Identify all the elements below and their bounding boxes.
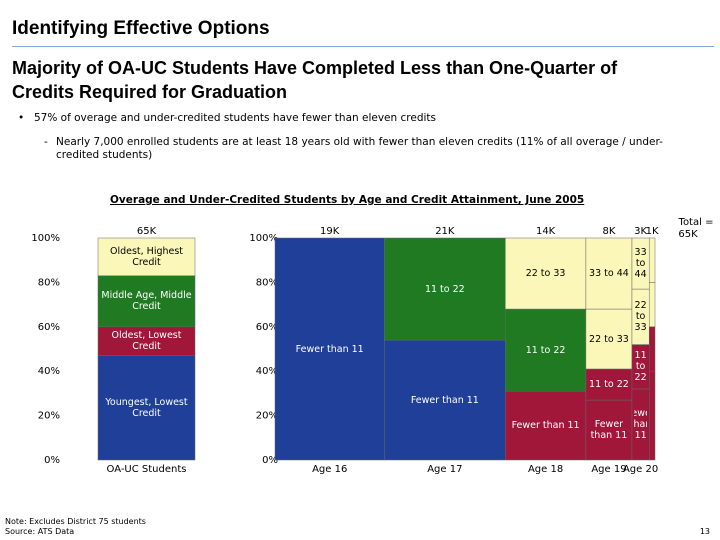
segment — [585, 399, 633, 461]
segment — [384, 237, 506, 341]
segment-label: Fewer than 11 — [295, 343, 364, 355]
segment-label: 11 to 22 — [525, 344, 566, 356]
segment-label: Fewer than 11 — [511, 420, 580, 432]
segment — [648, 237, 656, 283]
column-total-label: 19K — [320, 226, 340, 237]
segment — [505, 390, 587, 461]
y-tick-label: 40% — [256, 366, 278, 377]
segment-label: 11 to 22 — [634, 350, 647, 384]
page-number: 13 — [699, 527, 710, 536]
segment-label: Fewer than 11 — [590, 419, 628, 442]
segment-label: Fewer than 11 — [410, 394, 479, 406]
bullet-marker: • — [18, 112, 25, 124]
x-tick-label: Age 17 — [427, 464, 462, 475]
y-tick-label: 100% — [249, 233, 278, 244]
x-tick-label: Age 18 — [528, 464, 563, 475]
segment-label: 22 to 33 — [589, 333, 629, 345]
segment — [505, 308, 587, 392]
x-tick-label: OA-UC Students — [107, 464, 187, 475]
y-tick-label: 20% — [38, 411, 60, 422]
column-total-label: 3K — [634, 226, 647, 237]
total-prefix: Total = — [678, 217, 714, 228]
x-tick-label: Age 19 — [591, 464, 626, 475]
sub-bullet-marker: - — [44, 136, 48, 148]
segment-label: Middle Age, Middle Credit — [101, 290, 192, 313]
sub-bullet: Nearly 7,000 enrolled students are at le… — [56, 136, 663, 161]
y-tick-label: 60% — [256, 322, 278, 333]
segment-label: Oldest, Highest Credit — [109, 245, 184, 268]
y-tick-label: 80% — [38, 277, 60, 288]
title-rule — [12, 46, 714, 47]
y-tick-label: 20% — [256, 411, 278, 422]
segment-label: 33 to 44 — [589, 268, 629, 280]
segment-label: Oldest, Lowest Credit — [111, 330, 182, 353]
segment — [648, 370, 656, 461]
y-tick-label: 40% — [38, 366, 60, 377]
segment-label: 11 to 22 — [589, 379, 629, 390]
column-total-label: 65K — [137, 226, 157, 237]
segment-label: 11 to 22 — [424, 283, 465, 295]
y-tick-label: 60% — [38, 322, 60, 333]
x-tick-label: Age 20 — [623, 464, 658, 475]
segment-label: Fewer than 11 — [633, 407, 647, 441]
segment — [585, 308, 633, 370]
bullet: 57% of overage and under-credited studen… — [34, 112, 436, 124]
column-total-label: 1K — [646, 226, 659, 237]
column-total-label: 21K — [435, 226, 455, 237]
segment — [384, 339, 506, 461]
total-label: 65K — [678, 229, 698, 240]
segment-label: Youngest, Lowest Credit — [105, 396, 188, 419]
slide-title: Identifying Effective Options — [12, 18, 270, 39]
heading: Majority of OA-UC Students Have Complete… — [12, 58, 618, 102]
segment — [648, 282, 656, 328]
y-tick-label: 80% — [256, 277, 278, 288]
figure-title: Overage and Under-Credited Students by A… — [110, 194, 585, 206]
segment — [585, 237, 633, 310]
segment — [585, 368, 633, 401]
column-total-label: 8K — [602, 226, 615, 237]
segment — [648, 326, 656, 372]
y-tick-label: 0% — [262, 455, 278, 466]
column-total-label: 14K — [536, 226, 556, 237]
y-tick-label: 100% — [31, 233, 60, 244]
segment — [97, 326, 196, 356]
segment — [97, 275, 196, 328]
x-tick-label: Age 16 — [312, 464, 347, 475]
segment-label: 33 to 44 — [634, 247, 647, 281]
footnote: Note: Excludes District 75 students — [5, 517, 146, 526]
footnote: Source: ATS Data — [5, 527, 75, 536]
segment — [505, 237, 587, 310]
y-tick-label: 0% — [44, 455, 60, 466]
segment-label: 22 to 33 — [525, 268, 566, 280]
segment-label: 22 to 33 — [634, 300, 647, 334]
segment — [97, 237, 196, 276]
segment — [97, 355, 196, 461]
